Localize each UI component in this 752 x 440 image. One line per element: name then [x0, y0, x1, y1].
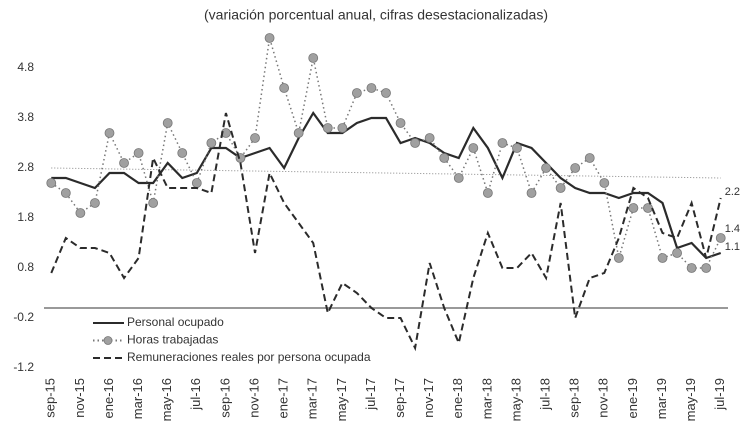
x-tick-label: nov-15 [72, 378, 87, 418]
x-tick-label: sep-17 [392, 378, 407, 418]
y-tick-label: 4.8 [17, 60, 34, 74]
series-marker [410, 138, 421, 148]
series-marker [381, 88, 391, 98]
x-tick-label: may-17 [334, 378, 349, 421]
series-marker [526, 188, 537, 198]
x-tick-label: may-19 [683, 378, 698, 421]
series-marker [308, 53, 319, 63]
x-tick-label: mar-19 [654, 378, 669, 419]
series-marker [599, 178, 610, 188]
x-tick-label: jul-19 [712, 378, 727, 411]
y-tick-label: -0.2 [13, 310, 34, 324]
series-marker [60, 188, 71, 198]
x-tick-label: jul-17 [363, 378, 378, 411]
series-marker [657, 253, 668, 263]
x-tick-label: may-18 [508, 378, 523, 421]
series-marker [424, 133, 435, 143]
legend-label: Remuneraciones reales por persona ocupad… [127, 350, 371, 364]
series-marker [264, 33, 275, 43]
series-marker [643, 203, 653, 213]
x-tick-label: nov-18 [596, 378, 611, 418]
series-marker [541, 163, 551, 173]
series-marker [206, 138, 217, 148]
series-marker [279, 83, 290, 93]
legend-marker [103, 336, 113, 345]
x-tick-label: sep-16 [217, 378, 232, 418]
series-marker [250, 133, 260, 143]
series-marker [148, 198, 159, 208]
x-tick-label: jul-18 [538, 378, 553, 411]
series-marker [555, 183, 566, 193]
series-marker [322, 123, 333, 133]
x-tick-label: ene-16 [101, 378, 116, 418]
x-tick-label: sep-15 [43, 378, 58, 418]
series-marker [512, 143, 522, 153]
x-tick-label: ene-19 [625, 378, 640, 418]
series-line [51, 110, 722, 260]
x-tick-label: may-16 [159, 378, 174, 421]
series-marker [90, 198, 100, 208]
series-marker [177, 148, 188, 158]
data-label: 2.2 [725, 186, 740, 198]
series-marker [133, 148, 144, 158]
y-tick-label: -1.2 [13, 360, 34, 374]
x-tick-label: mar-16 [130, 378, 145, 419]
series-marker [104, 128, 115, 138]
series-marker [351, 88, 362, 98]
x-tick-label: jul-16 [188, 378, 203, 411]
series-line [50, 112, 722, 352]
series-marker [686, 263, 697, 273]
series-marker [584, 153, 595, 163]
series-marker [453, 173, 464, 183]
data-label: 1.4 [725, 223, 740, 235]
series-marker [366, 83, 377, 93]
x-tick-label: mar-18 [479, 378, 494, 419]
x-tick-label: nov-17 [421, 378, 436, 418]
series-marker [46, 178, 57, 188]
x-tick-label: nov-16 [246, 378, 261, 418]
chart-title: (variación porcentual anual, cifras dese… [204, 7, 548, 23]
series-marker [701, 263, 712, 273]
series-marker [672, 248, 682, 258]
series-marker [497, 138, 508, 148]
x-tick-label: ene-18 [450, 378, 465, 418]
y-tick-label: 1.8 [17, 210, 34, 224]
legend-label: Personal ocupado [127, 315, 224, 329]
series-marker [613, 253, 624, 263]
series-marker [628, 203, 639, 213]
series-marker [482, 188, 493, 198]
y-tick-label: 2.8 [17, 160, 34, 174]
series-marker [570, 163, 581, 173]
y-tick-label: 0.8 [17, 260, 34, 274]
series-marker [162, 118, 173, 128]
data-label: 1.1 [725, 241, 740, 253]
series-marker [468, 143, 479, 153]
series-marker [119, 158, 129, 168]
series-marker [337, 123, 348, 133]
series-marker [191, 178, 202, 188]
x-tick-label: mar-17 [305, 378, 320, 419]
legend-label: Horas trabajadas [127, 333, 218, 347]
series-marker [293, 128, 304, 138]
series-marker [439, 153, 450, 163]
x-tick-label: sep-18 [567, 378, 582, 418]
x-tick-label: ene-17 [276, 378, 291, 418]
y-tick-label: 3.8 [17, 110, 34, 124]
series-marker [75, 208, 86, 218]
series-marker [395, 118, 406, 128]
series-marker [715, 233, 726, 243]
